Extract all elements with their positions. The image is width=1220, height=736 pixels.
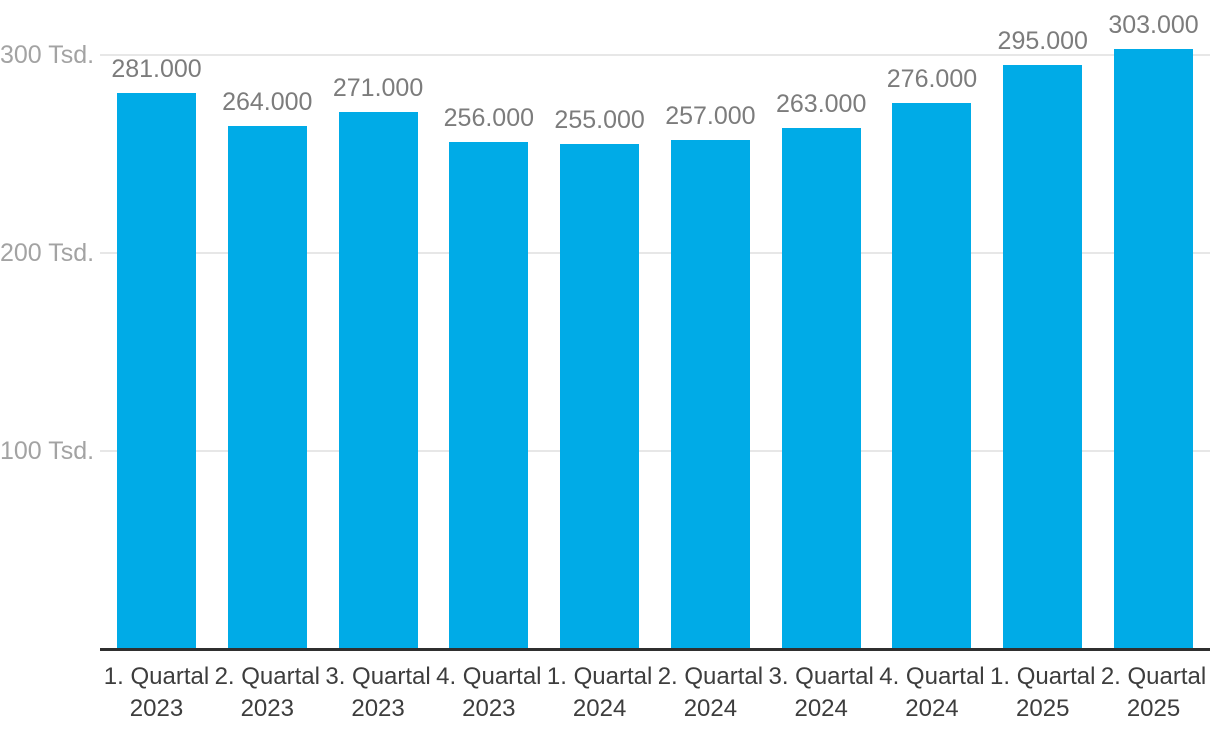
bar-value-label: 256.000	[443, 104, 535, 133]
gridline-300000	[100, 54, 1210, 56]
gridline-200000	[100, 252, 1210, 254]
gridline-100000	[100, 450, 1210, 452]
x-axis-tick-label: 4. Quartal 2023	[427, 661, 551, 725]
x-axis-tick-label: 3. Quartal 2023	[316, 661, 440, 725]
x-tick-quarter: 4. Quartal	[879, 663, 985, 690]
bar-value-label: 276.000	[886, 64, 978, 93]
bar-2q-2024[interactable]	[670, 140, 750, 649]
x-tick-year: 2024	[572, 695, 627, 722]
bar-1q-2023[interactable]	[117, 92, 196, 649]
x-axis-tick-label: 4. Quartal 2024	[870, 661, 994, 725]
x-tick-quarter: 1. Quartal	[990, 663, 1096, 690]
bar-value-label: 303.000	[1108, 11, 1199, 40]
bar-1q-2025[interactable]	[1003, 64, 1083, 649]
bar-value-label: 281.000	[111, 54, 202, 83]
bar-value-label: 257.000	[665, 102, 756, 131]
x-tick-quarter: 3. Quartal	[768, 663, 874, 690]
bar-value-label: 255.000	[554, 106, 645, 135]
y-axis-tick-label: 200 Tsd.	[0, 239, 95, 267]
x-axis-tick-label: 1. Quartal 2024	[538, 661, 662, 725]
x-tick-year: 2023	[351, 695, 405, 722]
bar-4q-2024[interactable]	[892, 102, 972, 649]
x-axis-line	[100, 648, 1210, 651]
x-tick-year: 2023	[462, 695, 516, 722]
bar-2q-2025[interactable]	[1114, 49, 1194, 649]
y-axis-tick-label: 100 Tsd.	[0, 437, 95, 465]
x-tick-quarter: 2. Quartal	[657, 663, 764, 690]
bar-2q-2023[interactable]	[227, 126, 307, 649]
x-axis-tick-label: 1. Quartal 2025	[981, 661, 1105, 725]
x-tick-quarter: 2. Quartal	[1100, 663, 1207, 690]
y-axis-tick-label: 300 Tsd.	[0, 41, 95, 69]
x-tick-year: 2024	[794, 695, 848, 722]
x-tick-year: 2024	[905, 695, 959, 722]
x-tick-year: 2025	[1016, 695, 1070, 722]
x-tick-year: 2024	[683, 695, 738, 722]
x-tick-quarter: 1. Quartal	[103, 663, 210, 690]
bar-3q-2023[interactable]	[338, 112, 418, 649]
x-tick-year: 2025	[1126, 695, 1181, 722]
bar-value-label: 263.000	[775, 90, 867, 119]
x-axis-tick-label: 2. Quartal 2023	[205, 661, 329, 725]
bar-value-label: 295.000	[997, 26, 1088, 55]
bar-1q-2024[interactable]	[560, 144, 640, 649]
x-axis-tick-label: 2. Quartal 2024	[648, 661, 772, 725]
x-axis-tick-label: 1. Quartal 2023	[95, 661, 219, 725]
x-tick-year: 2023	[240, 695, 294, 722]
x-tick-quarter: 2. Quartal	[214, 663, 320, 690]
x-tick-quarter: 3. Quartal	[325, 663, 431, 690]
x-tick-quarter: 4. Quartal	[436, 663, 542, 690]
x-axis-tick-label: 2. Quartal 2025	[1092, 661, 1216, 725]
bar-value-label: 264.000	[222, 88, 313, 117]
x-tick-year: 2023	[129, 695, 184, 722]
bar-4q-2023[interactable]	[449, 142, 529, 649]
bar-3q-2024[interactable]	[781, 128, 861, 649]
bar-value-label: 271.000	[332, 74, 424, 103]
x-axis-tick-label: 3. Quartal 2024	[759, 661, 883, 725]
x-tick-quarter: 1. Quartal	[546, 663, 653, 690]
